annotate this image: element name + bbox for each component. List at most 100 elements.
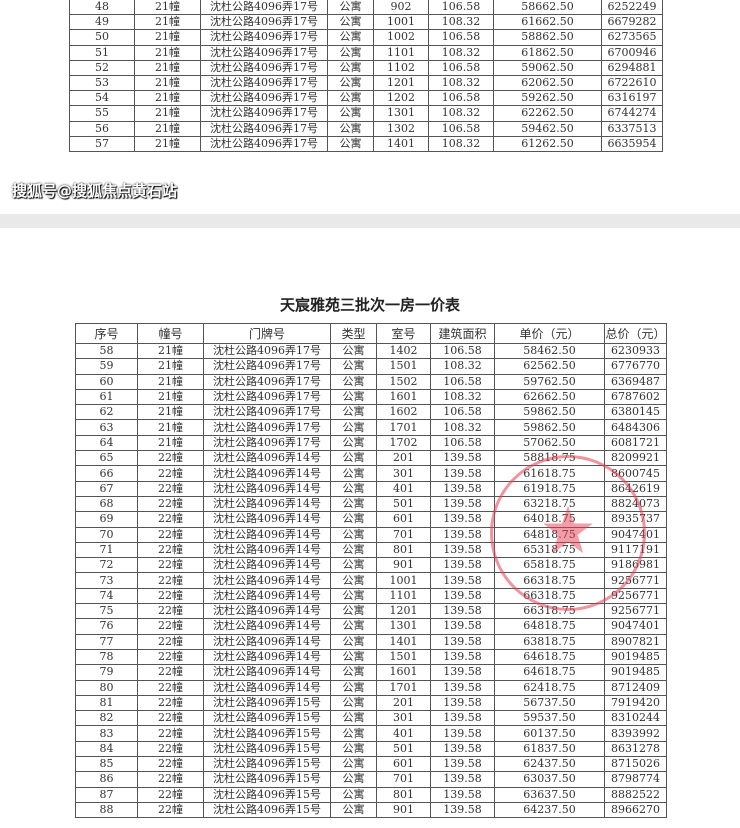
cell-room: 201	[376, 450, 431, 467]
cell-total-price: 8393992	[604, 725, 667, 742]
cell-building: 22幢	[137, 450, 204, 467]
cell-type: 公寓	[330, 801, 377, 819]
cell-area: 108.32	[428, 105, 494, 122]
cell-seq: 85	[75, 756, 138, 773]
cell-address: 沈杜公路4096弄17号	[203, 388, 331, 406]
cell-building: 22幢	[137, 679, 204, 696]
cell-area: 139.58	[430, 450, 495, 467]
cell-unit-price: 59537.50	[494, 710, 605, 727]
cell-seq: 88	[75, 801, 138, 819]
cell-building: 21幢	[134, 59, 201, 76]
cell-unit-price: 62562.50	[494, 358, 605, 375]
cell-address: 沈杜公路4096弄14号	[203, 572, 331, 589]
cell-type: 公寓	[327, 44, 374, 61]
cell-building: 21幢	[137, 419, 204, 436]
cell-address: 沈杜公路4096弄17号	[203, 373, 331, 390]
table-row: 73 22幢 沈杜公路4096弄14号 公寓 1001 139.58 66318.75 925…	[75, 572, 667, 589]
cell-room: 1101	[376, 587, 431, 605]
header-seq: 序号	[75, 323, 138, 344]
table-row: 59 21幢 沈杜公路4096弄17号 公寓 1501 108.32 62562.50 677…	[75, 358, 667, 375]
cell-seq: 53	[69, 74, 135, 92]
cell-type: 公寓	[330, 404, 377, 421]
cell-room: 1401	[376, 633, 431, 650]
table-row: 57 21幢 沈杜公路4096弄17号 公寓 1401 108.32 61262.50 663…	[69, 135, 663, 152]
cell-address: 沈杜公路4096弄17号	[200, 135, 328, 152]
cell-address: 沈杜公路4096弄14号	[203, 557, 331, 574]
cell-building: 22幢	[137, 786, 204, 803]
cell-unit-price: 65318.75	[494, 541, 605, 559]
cell-room: 801	[376, 786, 431, 803]
table-row: 84 22幢 沈杜公路4096弄15号 公寓 501 139.58 61837.50 8631…	[75, 740, 667, 758]
cell-area: 139.58	[430, 679, 495, 696]
cell-room: 1401	[373, 135, 429, 152]
cell-total-price: 6294881	[601, 59, 663, 76]
cell-total-price: 6380145	[604, 404, 667, 421]
cell-building: 21幢	[137, 358, 204, 375]
table-row: 75 22幢 沈杜公路4096弄14号 公寓 1201 139.58 66318.75 925…	[75, 603, 667, 620]
cell-area: 106.58	[428, 29, 494, 46]
document-page-1: 48 21幢 沈杜公路4096弄17号 公寓 902 106.58 58662.50 6252…	[0, 0, 740, 214]
cell-room: 1402	[376, 342, 431, 360]
cell-type: 公寓	[327, 29, 374, 46]
cell-address: 沈杜公路4096弄15号	[203, 740, 331, 758]
table-row: 55 21幢 沈杜公路4096弄17号 公寓 1301 108.32 62262.50 674…	[69, 105, 663, 122]
cell-building: 21幢	[134, 135, 201, 152]
cell-building: 22幢	[137, 618, 204, 635]
table-row: 80 22幢 沈杜公路4096弄14号 公寓 1701 139.58 62418.75 871…	[75, 679, 667, 696]
price-table-page-2: 序号 幢号 门牌号 类型 室号 建筑面积 单价（元） 总价（元） 58 21幢 沈杜公路4096弄…	[75, 323, 667, 819]
cell-address: 沈杜公路4096弄15号	[203, 801, 331, 819]
cell-total-price: 6722610	[601, 74, 663, 92]
cell-building: 22幢	[137, 572, 204, 589]
cell-seq: 67	[75, 480, 138, 497]
cell-total-price: 6337513	[601, 120, 663, 137]
cell-total-price: 6081721	[604, 434, 667, 452]
cell-total-price: 8715026	[604, 756, 667, 773]
table-row: 76 22幢 沈杜公路4096弄14号 公寓 1301 139.58 64818.75 904…	[75, 618, 667, 635]
cell-building: 21幢	[137, 434, 204, 452]
table-row: 52 21幢 沈杜公路4096弄17号 公寓 1102 106.58 59062.50 629…	[69, 59, 663, 76]
cell-type: 公寓	[327, 90, 374, 107]
cell-address: 沈杜公路4096弄15号	[203, 725, 331, 742]
cell-seq: 83	[75, 725, 138, 742]
cell-unit-price: 62437.50	[494, 756, 605, 773]
cell-unit-price: 62262.50	[493, 105, 602, 122]
cell-unit-price: 63037.50	[494, 771, 605, 788]
cell-seq: 66	[75, 465, 138, 482]
cell-total-price: 6744274	[601, 105, 663, 122]
cell-seq: 72	[75, 557, 138, 574]
cell-total-price: 6252249	[601, 0, 663, 16]
cell-building: 22幢	[137, 495, 204, 513]
cell-area: 139.58	[430, 740, 495, 758]
cell-room: 1201	[376, 603, 431, 620]
cell-building: 22幢	[137, 511, 204, 528]
cell-area: 139.58	[430, 756, 495, 773]
cell-area: 139.58	[430, 694, 495, 712]
cell-room: 1001	[376, 572, 431, 589]
cell-unit-price: 66318.75	[494, 587, 605, 605]
cell-type: 公寓	[330, 756, 377, 773]
cell-seq: 52	[69, 59, 135, 76]
cell-type: 公寓	[330, 358, 377, 375]
cell-building: 22幢	[137, 756, 204, 773]
cell-unit-price: 61837.50	[494, 740, 605, 758]
cell-unit-price: 58462.50	[494, 342, 605, 360]
table-row: 87 22幢 沈杜公路4096弄15号 公寓 801 139.58 63637.50 8882…	[75, 786, 667, 803]
cell-type: 公寓	[330, 434, 377, 452]
table-row: 85 22幢 沈杜公路4096弄15号 公寓 601 139.58 62437.50 8715…	[75, 756, 667, 773]
cell-type: 公寓	[330, 725, 377, 742]
cell-type: 公寓	[327, 74, 374, 92]
cell-building: 21幢	[137, 388, 204, 406]
cell-seq: 70	[75, 526, 138, 543]
cell-address: 沈杜公路4096弄17号	[200, 0, 328, 16]
cell-building: 22幢	[137, 465, 204, 482]
table-row: 58 21幢 沈杜公路4096弄17号 公寓 1402 106.58 58462.50 623…	[75, 342, 667, 360]
cell-seq: 51	[69, 44, 135, 61]
cell-type: 公寓	[327, 120, 374, 137]
cell-unit-price: 59762.50	[494, 373, 605, 390]
cell-area: 108.32	[430, 388, 495, 406]
cell-unit-price: 62418.75	[494, 679, 605, 696]
cell-room: 601	[376, 511, 431, 528]
cell-unit-price: 66318.75	[494, 572, 605, 589]
cell-seq: 77	[75, 633, 138, 650]
cell-type: 公寓	[327, 0, 374, 16]
